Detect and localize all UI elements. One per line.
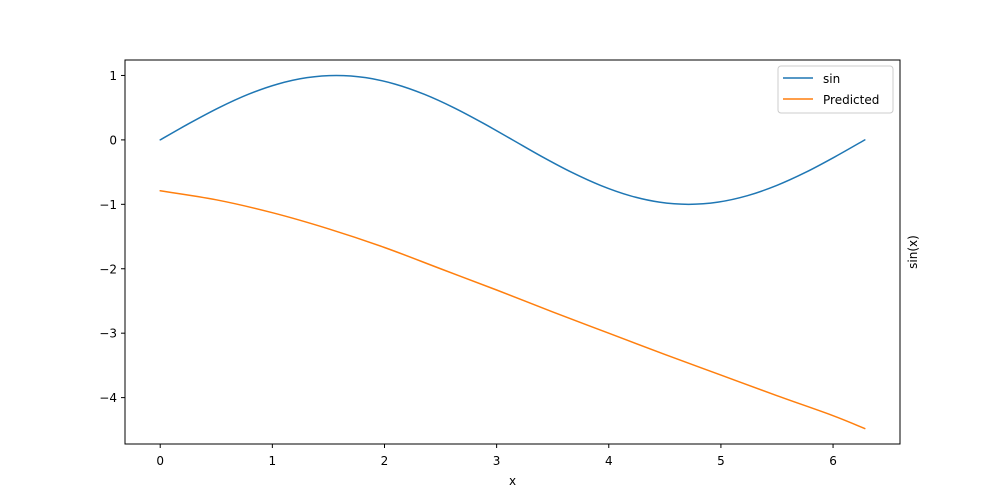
plot-area: [159, 74, 866, 430]
y-tick-label: −4: [99, 391, 117, 405]
x-axis-label: x: [509, 474, 516, 488]
y-tick-label: −3: [99, 327, 117, 341]
legend: sin Predicted: [777, 65, 894, 114]
y-axis-label: sin(x): [906, 235, 920, 269]
axes-frame: [124, 59, 901, 445]
y-tick-label: −2: [99, 262, 117, 276]
x-axis: 0 1 2 3 4 5 6: [156, 444, 837, 468]
series-layer: [159, 74, 866, 430]
series-line-sin: [159, 74, 866, 206]
y-tick-label: 1: [109, 69, 117, 83]
x-tick-label: 6: [829, 454, 837, 468]
y-tick-label: 0: [109, 133, 117, 147]
x-tick-label: 4: [605, 454, 613, 468]
x-tick-label: 3: [493, 454, 501, 468]
x-tick-label: 5: [717, 454, 725, 468]
y-axis: 1 0 −1 −2 −3 −4: [99, 69, 125, 405]
legend-label-predicted: Predicted: [823, 93, 879, 107]
x-tick-label: 2: [381, 454, 389, 468]
x-tick-label: 1: [269, 454, 277, 468]
x-tick-label: 0: [156, 454, 164, 468]
series-line-predicted: [159, 190, 866, 430]
legend-label-sin: sin: [823, 72, 840, 86]
y-tick-label: −1: [99, 198, 117, 212]
